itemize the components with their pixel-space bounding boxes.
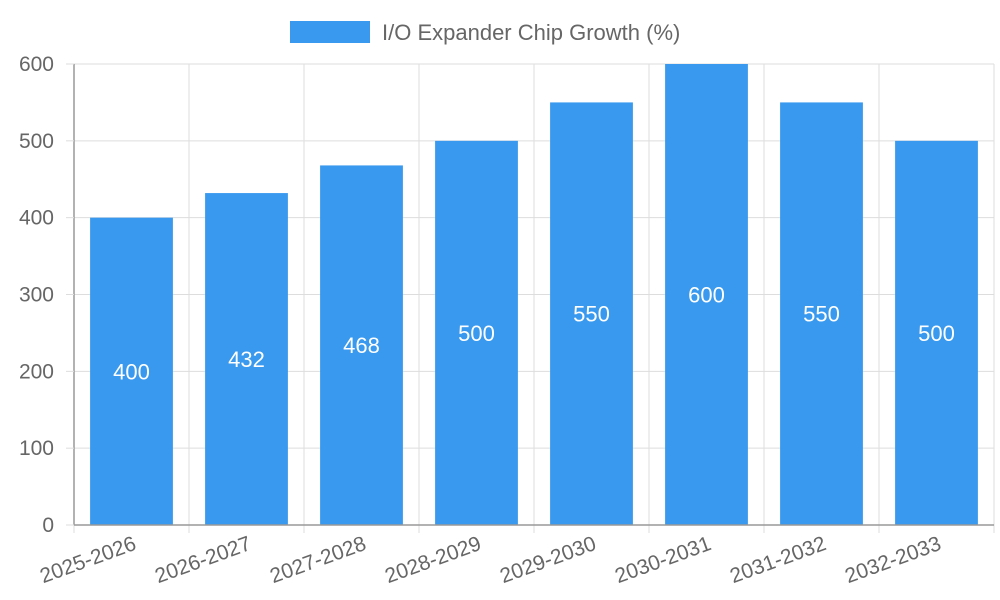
bar[interactable]	[205, 193, 288, 525]
bars	[90, 64, 978, 526]
bar[interactable]	[90, 217, 173, 525]
y-tick-label: 500	[19, 130, 54, 153]
bar[interactable]	[320, 165, 403, 526]
y-tick-label: 100	[19, 437, 54, 460]
data-label: 550	[803, 302, 840, 327]
x-tick-label: 2027-2028	[267, 532, 369, 588]
y-axis-ticks: 0 100 200 300 400 500 600	[19, 53, 74, 537]
bar[interactable]	[550, 102, 633, 526]
x-tick-label: 2028-2029	[382, 532, 484, 588]
data-label: 550	[573, 302, 610, 327]
data-label: 600	[688, 283, 725, 308]
data-label: 400	[113, 359, 150, 384]
data-label: 468	[343, 333, 380, 358]
legend-swatch	[290, 21, 370, 43]
x-axis-ticks: 2025-2026 2026-2027 2027-2028 2028-2029 2029…	[37, 532, 944, 588]
x-tick-label: 2031-2032	[727, 532, 829, 588]
x-tick-label: 2026-2027	[152, 532, 254, 588]
legend[interactable]: I/O Expander Chip Growth (%)	[290, 20, 680, 45]
y-tick-label: 200	[19, 360, 54, 383]
y-tick-label: 600	[19, 53, 54, 76]
x-tick-label: 2029-2030	[497, 532, 599, 588]
data-label: 500	[918, 321, 955, 346]
bar[interactable]	[780, 102, 863, 526]
y-tick-label: 300	[19, 284, 54, 307]
data-label: 432	[228, 347, 265, 372]
legend-label: I/O Expander Chip Growth (%)	[382, 20, 680, 45]
data-label: 500	[458, 321, 495, 346]
data-labels: 400 432 468 500 550 600 550 500	[113, 283, 955, 385]
x-tick-label: 2030-2031	[612, 532, 714, 588]
bar[interactable]	[895, 140, 978, 526]
x-tick-label: 2032-2033	[842, 532, 944, 588]
x-tick-label: 2025-2026	[37, 532, 139, 588]
bar[interactable]	[435, 140, 518, 526]
y-tick-label: 400	[19, 207, 54, 230]
y-tick-label: 0	[42, 514, 54, 537]
bar[interactable]	[665, 64, 748, 525]
